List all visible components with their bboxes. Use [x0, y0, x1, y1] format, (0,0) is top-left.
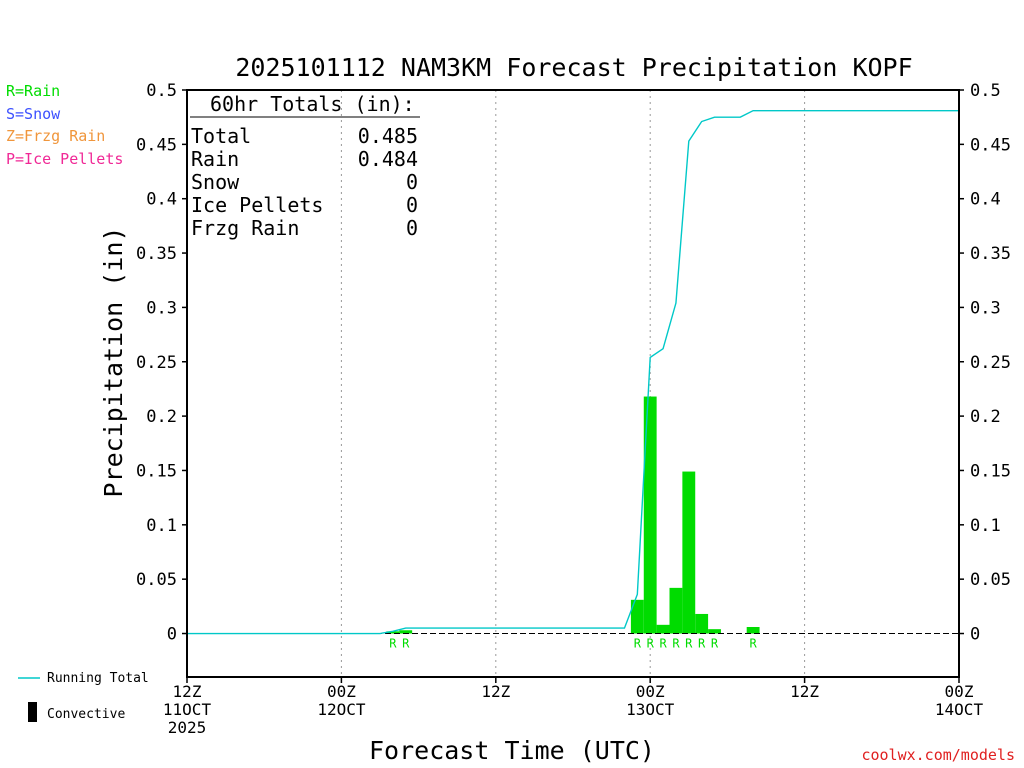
y-tick-label-left: 0.35 [136, 244, 177, 264]
precip-bar [630, 599, 644, 634]
running-total-line [187, 109, 959, 635]
precip-bar [746, 626, 760, 634]
y-tick-label-right: 0.35 [970, 244, 1011, 264]
y-tick-label-right: 0.2 [970, 407, 1001, 427]
y-tick-label-right: 0.15 [970, 461, 1011, 481]
totals-heading: 60hr Totals (in): [210, 92, 415, 116]
y-tick-label-right: 0.4 [970, 190, 1001, 210]
totals-row-value: 0 [406, 170, 418, 194]
totals-row-value: 0.484 [358, 147, 418, 171]
y-tick-label-left: 0.1 [146, 516, 177, 536]
y-tick-label-left: 0.2 [146, 407, 177, 427]
convective-legend-label: Convective [47, 707, 125, 722]
y-tick-label-left: 0.05 [136, 570, 177, 590]
y-tick-label-left: 0 [167, 625, 177, 645]
plot-frame [186, 89, 960, 678]
y-tick-label-left: 0.15 [136, 461, 177, 481]
credit-text: coolwx.com/models [861, 746, 1015, 764]
totals-row-label: Total [191, 124, 251, 148]
precip-bar [708, 629, 721, 634]
y-tick-label-left: 0.45 [136, 135, 177, 155]
ptype-marker: R [402, 637, 410, 651]
x-tick-label: 00Z [945, 682, 974, 701]
y-tick-label-right: 0.05 [970, 570, 1011, 590]
legend-freezing-rain: Z=Frzg Rain [6, 127, 106, 145]
totals-row-label: Frzg Rain [191, 216, 299, 240]
ptype-marker: R [750, 637, 758, 651]
ptype-marker: R [389, 637, 397, 651]
totals-row-value: 0.485 [358, 124, 418, 148]
ptype-marker: R [685, 637, 693, 651]
y-tick-label-right: 0 [970, 625, 980, 645]
chart-title: 2025101112 NAM3KM Forecast Precipitation… [235, 53, 912, 82]
ptype-marker: R [711, 637, 719, 651]
y-tick-label-left: 0.25 [136, 353, 177, 373]
totals-row-label: Rain [191, 147, 239, 171]
precip-bar [386, 631, 400, 634]
precip-bar [399, 630, 413, 634]
x-axis-label: Forecast Time (UTC) [369, 736, 655, 765]
y-tick-label-left: 0.5 [146, 81, 177, 101]
ptype-marker: R [698, 637, 706, 651]
ptype-marker: R [647, 637, 655, 651]
x-tick-label: 12Z [481, 682, 510, 701]
y-tick-label-left: 0.3 [146, 298, 177, 318]
running-total-legend-label: Running Total [47, 671, 149, 686]
x-tick-label: 00Z [327, 682, 356, 701]
precip-bar [695, 613, 709, 634]
x-tick-label: 12Z [173, 682, 202, 701]
totals-row-label: Snow [191, 170, 240, 194]
y-axis-label: Precipitation (in) [99, 227, 128, 498]
precip-bar [643, 396, 657, 634]
totals-row-value: 0 [406, 193, 418, 217]
ptype-marker: R [672, 637, 680, 651]
convective-legend-swatch [28, 702, 37, 722]
y-tick-label-right: 0.1 [970, 516, 1001, 536]
legend-snow: S=Snow [6, 105, 61, 123]
ptype-marker: R [659, 637, 667, 651]
x-tick-label: 12OCT [317, 700, 366, 719]
y-tick-label-right: 0.25 [970, 353, 1011, 373]
totals-row-label: Ice Pellets [191, 193, 323, 217]
x-tick-label: 12Z [790, 682, 819, 701]
ptype-marker: R [634, 637, 642, 651]
precip-bar [656, 624, 670, 634]
legend-ice-pellets: P=Ice Pellets [6, 150, 124, 168]
x-tick-label: 00Z [636, 682, 665, 701]
y-tick-label-left: 0.4 [146, 190, 177, 210]
y-tick-label-right: 0.5 [970, 81, 1001, 101]
x-tick-label: 2025 [168, 718, 207, 737]
totals-row-value: 0 [406, 216, 418, 240]
x-tick-label: 11OCT [163, 700, 212, 719]
precip-bar [669, 587, 683, 634]
y-tick-label-right: 0.45 [970, 135, 1011, 155]
x-tick-label: 13OCT [626, 700, 675, 719]
x-tick-label: 14OCT [935, 700, 984, 719]
precip-bar [682, 471, 696, 634]
legend-rain: R=Rain [6, 82, 61, 100]
y-tick-label-right: 0.3 [970, 298, 1001, 318]
